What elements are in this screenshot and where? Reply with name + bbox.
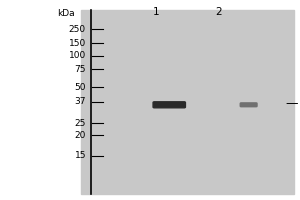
Text: —: — [286,97,298,110]
Text: 37: 37 [74,98,86,106]
Text: 1: 1 [152,7,159,17]
Text: 50: 50 [74,83,86,92]
Text: 15: 15 [74,152,86,160]
Text: 250: 250 [69,24,86,33]
Text: 20: 20 [75,130,86,140]
Text: 2: 2 [215,7,222,17]
FancyBboxPatch shape [153,102,185,108]
Text: 25: 25 [75,118,86,128]
Text: kDa: kDa [57,9,75,19]
Text: 100: 100 [69,51,86,60]
Text: 75: 75 [74,64,86,73]
Bar [81,10,294,194]
Text: 150: 150 [69,38,86,47]
FancyBboxPatch shape [240,103,257,107]
